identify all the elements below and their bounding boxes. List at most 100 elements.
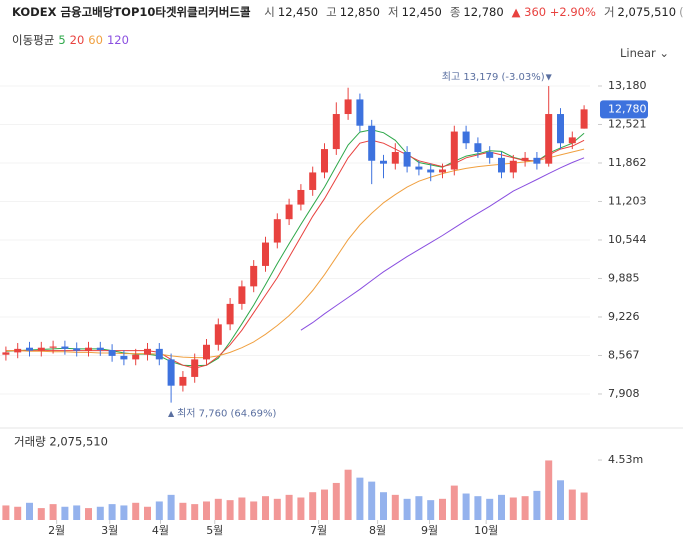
ma-line bbox=[5, 148, 585, 359]
quote-value: 12,450 bbox=[277, 5, 319, 19]
candle-body bbox=[557, 114, 564, 144]
volume-bar bbox=[238, 497, 246, 520]
volume-bar bbox=[26, 502, 33, 520]
candle-body bbox=[49, 346, 57, 348]
volume-bar bbox=[533, 490, 541, 520]
volume-value: 2,075,510 bbox=[617, 5, 677, 19]
candle-body bbox=[297, 189, 305, 205]
ma-line bbox=[5, 139, 585, 369]
volume-bar bbox=[132, 502, 140, 520]
candle-body bbox=[568, 137, 576, 144]
candle-body bbox=[474, 143, 482, 152]
y-tick-label: 11,203 bbox=[608, 194, 647, 207]
candle-body bbox=[85, 347, 92, 351]
candle-body bbox=[108, 350, 116, 356]
volume-bar bbox=[73, 505, 81, 520]
quote-value: 12,450 bbox=[401, 5, 442, 19]
header: KODEX 금융고배당TOP10타겟위클리커버드콜 시 12,450 고 12,850… bbox=[12, 4, 683, 20]
x-tick-label: 8월 bbox=[369, 524, 386, 537]
volume-bar bbox=[96, 506, 104, 520]
volume-bar bbox=[203, 501, 210, 520]
volume-bar bbox=[14, 506, 22, 520]
volume-bar bbox=[144, 506, 151, 520]
candle-body bbox=[486, 151, 494, 158]
quote-value: 12,780 bbox=[463, 5, 504, 19]
candle-body bbox=[262, 242, 269, 266]
volume-bar bbox=[474, 496, 482, 520]
candle-body bbox=[96, 347, 104, 351]
x-tick-label: 7월 bbox=[310, 524, 327, 537]
high-annotation: 최고 13,179 (-3.03%) bbox=[442, 71, 545, 83]
volume-bar bbox=[439, 498, 446, 520]
volume-bar bbox=[403, 498, 411, 520]
candle-body bbox=[439, 169, 446, 173]
y-tick-label: 4.53m bbox=[608, 453, 643, 466]
y-tick-label: 12,521 bbox=[608, 117, 647, 130]
candle-body bbox=[37, 347, 45, 351]
candle-body bbox=[403, 151, 411, 167]
candle-body bbox=[2, 352, 10, 355]
volume-bar bbox=[285, 494, 293, 520]
quote-label: 시 bbox=[264, 5, 275, 19]
exchange: (KRX) bbox=[679, 5, 683, 19]
legend-title: 이동평균 bbox=[12, 33, 55, 47]
candle-body bbox=[427, 169, 435, 173]
volume-bar bbox=[155, 501, 163, 520]
y-tick-label: 13,180 bbox=[608, 79, 647, 92]
candle-body bbox=[73, 348, 81, 351]
x-tick-label: 4월 bbox=[152, 524, 169, 537]
candle-body bbox=[120, 355, 128, 360]
x-tick-label: 10월 bbox=[474, 524, 498, 537]
volume-bar bbox=[61, 506, 69, 520]
legend-entry: 60 bbox=[88, 33, 103, 47]
volume-bar bbox=[85, 508, 92, 520]
candle-body bbox=[191, 359, 199, 377]
candle-body bbox=[450, 131, 458, 170]
legend-entry: 20 bbox=[69, 33, 85, 47]
candle-body bbox=[61, 346, 69, 349]
volume-bar bbox=[498, 494, 505, 520]
volume-title: 거래량 2,075,510 bbox=[14, 435, 108, 449]
volume-bar bbox=[545, 460, 553, 520]
candle-body bbox=[179, 376, 187, 386]
candle-body bbox=[238, 286, 246, 304]
volume-bar bbox=[321, 489, 328, 520]
candle-body bbox=[580, 109, 588, 129]
candle-body bbox=[415, 166, 423, 170]
volume-bar bbox=[167, 494, 175, 520]
volume-bar bbox=[2, 505, 10, 520]
y-tick-label: 8,567 bbox=[608, 348, 640, 361]
candle-body bbox=[498, 157, 505, 173]
volume-bar bbox=[108, 504, 116, 520]
volume-bar bbox=[391, 494, 399, 520]
volume-bar bbox=[580, 492, 588, 520]
scale-mode[interactable]: Linear ⌄ bbox=[620, 46, 670, 60]
volume-bar bbox=[568, 489, 576, 520]
volume-bar bbox=[462, 493, 470, 520]
candle-body bbox=[155, 348, 163, 360]
candle-body bbox=[344, 99, 352, 115]
change: ▲ 360 +2.90% bbox=[511, 5, 596, 19]
candle-body bbox=[356, 99, 364, 126]
y-tick-label: 9,226 bbox=[608, 310, 640, 323]
candle-body bbox=[533, 157, 541, 164]
candle-body bbox=[391, 151, 399, 164]
low-annotation: 최저 7,760 (64.69%) bbox=[177, 408, 276, 420]
volume-bar bbox=[368, 481, 376, 520]
volume-bar bbox=[309, 492, 317, 520]
x-tick-label: 5월 bbox=[206, 524, 223, 537]
volume-bar bbox=[486, 498, 494, 520]
last-price-label: 12,780 bbox=[608, 102, 647, 115]
volume-bar bbox=[450, 485, 458, 520]
low-arrow: ▲ bbox=[168, 409, 175, 418]
volume-bar bbox=[226, 500, 234, 520]
candle-body bbox=[521, 157, 529, 161]
candle-body bbox=[14, 348, 22, 353]
volume-bar bbox=[344, 469, 352, 520]
candle-body bbox=[203, 344, 210, 360]
volume-bar bbox=[214, 498, 222, 520]
candle-body bbox=[167, 359, 175, 386]
scale-mode-label[interactable]: Linear bbox=[620, 46, 656, 60]
volume-bar bbox=[332, 482, 340, 520]
candle-body bbox=[380, 160, 387, 164]
